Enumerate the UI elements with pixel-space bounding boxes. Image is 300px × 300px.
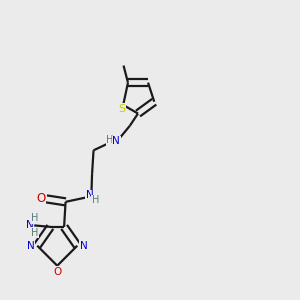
Text: O: O <box>53 267 61 277</box>
Text: N: N <box>86 190 94 200</box>
Text: H: H <box>31 213 38 223</box>
Text: S: S <box>118 103 125 113</box>
Text: N: N <box>26 220 34 230</box>
Text: N: N <box>27 241 34 251</box>
Text: N: N <box>112 136 120 146</box>
Text: N: N <box>80 241 88 251</box>
Text: H: H <box>31 228 38 238</box>
Text: O: O <box>37 192 46 206</box>
Text: H: H <box>92 195 99 206</box>
Text: H: H <box>106 135 113 145</box>
